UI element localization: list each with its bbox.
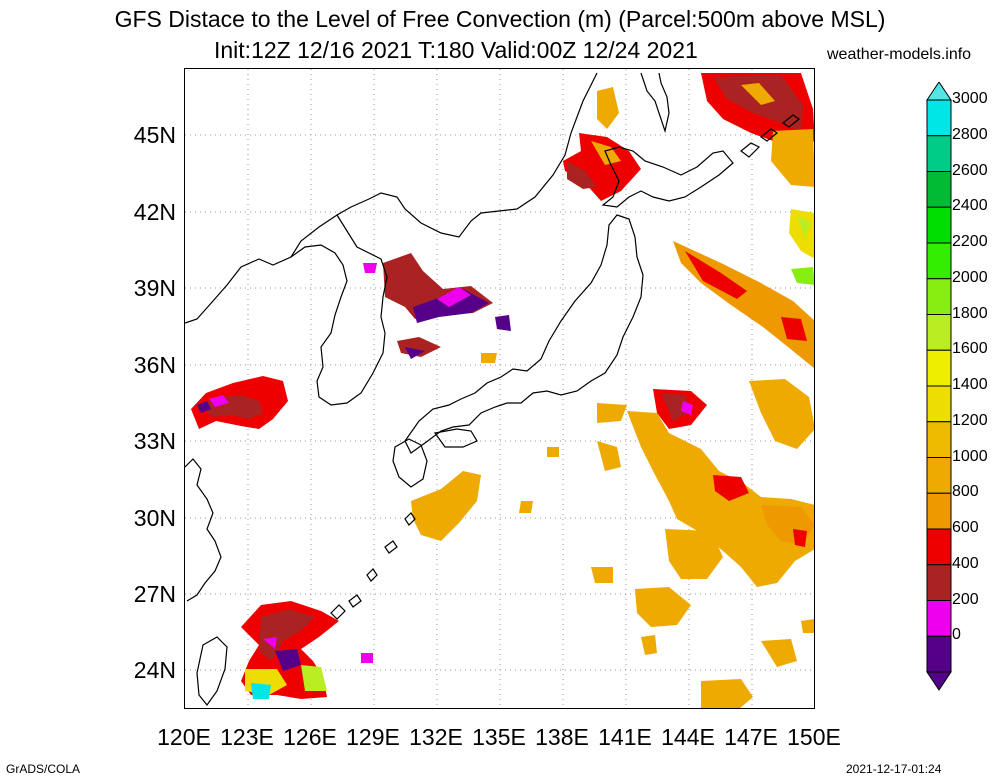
lat-label-36n: 36N bbox=[133, 352, 176, 378]
colorbar-tick-label: 2400 bbox=[952, 197, 988, 215]
colorbar-swatch bbox=[926, 492, 952, 530]
colorbar-tick-label: 1800 bbox=[952, 304, 988, 322]
lat-label-45n: 45N bbox=[133, 122, 176, 148]
colorbar-swatch bbox=[926, 385, 952, 423]
colorbar-swatch bbox=[926, 171, 952, 208]
map-canvas bbox=[185, 69, 814, 708]
colorbar-tick-label: 200 bbox=[952, 590, 979, 608]
lon-label-126e: 126E bbox=[283, 724, 337, 750]
colorbar-swatch bbox=[926, 600, 952, 637]
lon-label-123e: 123E bbox=[220, 724, 274, 750]
footer-timestamp: 2021-12-17-01:24 bbox=[846, 762, 942, 776]
colorbar bbox=[926, 82, 952, 691]
graticule bbox=[185, 69, 814, 708]
colorbar-tick-label: 2000 bbox=[952, 268, 988, 286]
colorbar-tick-label: 3000 bbox=[952, 90, 988, 107]
lat-label-33n: 33N bbox=[133, 428, 176, 454]
lon-label-141e: 141E bbox=[598, 724, 652, 750]
colorbar-swatch bbox=[926, 314, 952, 351]
lon-label-147e: 147E bbox=[724, 724, 778, 750]
colorbar-swatch bbox=[926, 242, 952, 280]
lat-label-39n: 39N bbox=[133, 275, 176, 301]
coastlines bbox=[185, 72, 801, 706]
colorbar-tick-label: 2600 bbox=[952, 161, 988, 179]
lon-label-144e: 144E bbox=[661, 724, 715, 750]
map-panel bbox=[184, 68, 815, 709]
lat-label-30n: 30N bbox=[133, 505, 176, 531]
colorbar-swatch bbox=[926, 421, 952, 458]
colorbar-tick-label: 600 bbox=[952, 519, 979, 536]
colorbar-swatch bbox=[926, 457, 952, 494]
lat-label-42n: 42N bbox=[133, 199, 176, 225]
colorbar-tick-label: 2200 bbox=[952, 233, 988, 250]
lon-label-129e: 129E bbox=[346, 724, 400, 750]
lfc-shading bbox=[191, 73, 814, 708]
colorbar-bottom-arrow bbox=[926, 671, 952, 691]
map-subtitle: Init:12Z 12/16 2021 T:180 Valid:00Z 12/2… bbox=[214, 37, 698, 63]
lon-label-135e: 135E bbox=[472, 724, 526, 750]
lon-label-150e: 150E bbox=[787, 724, 841, 750]
colorbar-tick-label: 2800 bbox=[952, 125, 988, 143]
lon-label-132e: 132E bbox=[409, 724, 463, 750]
colorbar-swatch bbox=[926, 135, 952, 172]
colorbar-tick-label: 1200 bbox=[952, 411, 988, 429]
colorbar-swatch bbox=[926, 206, 952, 244]
lon-label-120e: 120E bbox=[157, 724, 211, 750]
colorbar-swatch bbox=[926, 564, 952, 601]
colorbar-swatch bbox=[926, 635, 952, 673]
colorbar-swatch bbox=[926, 528, 952, 566]
colorbar-swatch bbox=[926, 99, 952, 137]
colorbar-tick-label: 400 bbox=[952, 554, 979, 572]
map-title: GFS Distace to the Level of Free Convect… bbox=[114, 6, 886, 32]
colorbar-tick-label: 1400 bbox=[952, 376, 988, 393]
colorbar-top-arrow bbox=[926, 82, 952, 101]
footer-software: GrADS/COLA bbox=[6, 762, 81, 776]
lat-label-27n: 27N bbox=[133, 581, 176, 607]
colorbar-swatch bbox=[926, 349, 952, 387]
colorbar-tick-label: 0 bbox=[952, 626, 961, 644]
site-label: weather-models.info bbox=[827, 46, 972, 63]
colorbar-swatch bbox=[926, 278, 952, 315]
colorbar-tick-label: 800 bbox=[952, 483, 979, 501]
lat-label-24n: 24N bbox=[133, 657, 176, 683]
lon-label-138e: 138E bbox=[535, 724, 589, 750]
colorbar-tick-label: 1600 bbox=[952, 340, 988, 358]
colorbar-tick-label: 1000 bbox=[952, 447, 988, 465]
